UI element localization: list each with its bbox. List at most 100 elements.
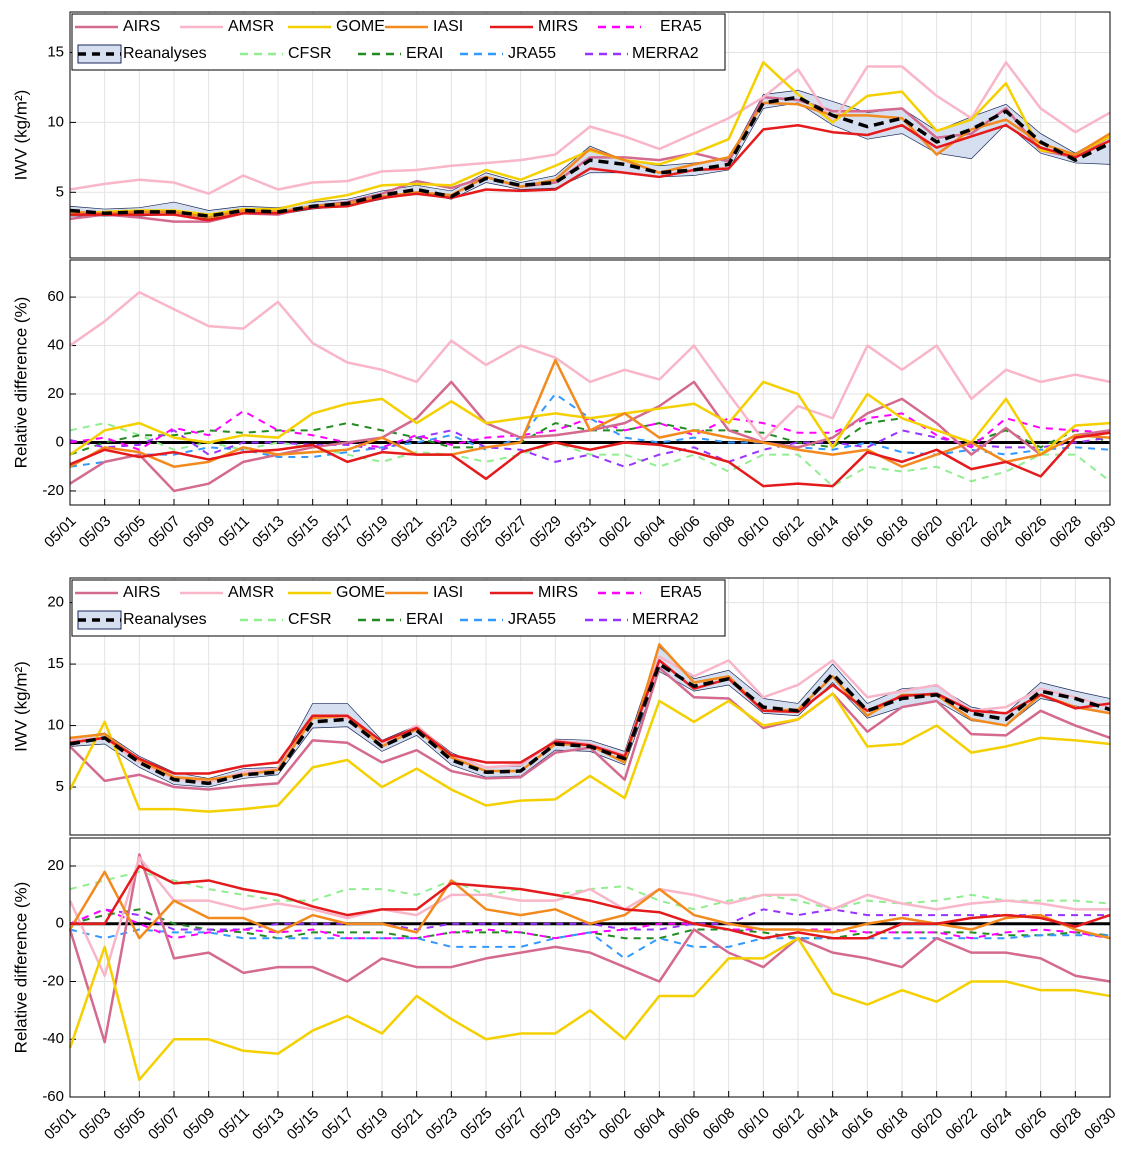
x-tick-label: 05/11 [215,513,253,551]
legend-label: Reanalyses [123,45,207,62]
x-tick-label: 05/09 [180,1105,219,1144]
x-tick-label: 06/16 [838,513,877,552]
legend-label: JRA55 [508,45,556,62]
x-tick-label: 06/24 [977,513,1016,552]
y-axis-label: Relative difference (%) [11,297,30,469]
x-tick-label: 06/30 [1081,1105,1120,1144]
legend: AIRS AMSR GOME IASI MIRS ERA5 Reanalyses CFSR ER… [71,13,726,71]
series-line [68,936,1111,1081]
x-tick-label: 06/20 [908,1105,947,1144]
x-tick-label: 05/31 [561,1105,600,1144]
series-line [68,692,1111,813]
x-tick-label: 05/21 [388,513,427,552]
x-tick-label: 05/31 [561,513,600,552]
legend-label: ERA5 [660,18,702,35]
y-axis-label: Relative difference (%) [11,882,30,1054]
legend-label: IASI [433,584,463,601]
x-tick-label: 05/03 [76,513,115,552]
series-line [69,429,1111,468]
x-tick-label: 06/24 [977,1105,1016,1144]
x-tick-label: 05/15 [284,1105,323,1144]
legend-box [71,579,726,637]
x-tick-label: 05/23 [422,513,461,552]
x-tick-label: 06/06 [665,513,704,552]
series-line [69,61,1111,195]
y-tick-label: -60 [42,1088,64,1105]
x-tick-label: 05/09 [180,513,219,552]
x-tick-label: 05/05 [110,513,149,552]
x-tick-label: 05/07 [145,513,184,552]
x-tick-label: 05/19 [353,1105,392,1144]
legend-label: AMSR [228,584,274,601]
panel: -60 -40 -20 0 20 Relative difference (%) 05/01… [11,837,1120,1144]
y-tick-label: 15 [47,44,64,61]
series-line [69,908,1111,940]
x-tick-label: 05/29 [526,513,565,552]
series-line [70,123,1111,222]
x-tick-label: 06/22 [942,1105,981,1144]
x-tick-label: 06/30 [1081,513,1120,552]
x-tick-label: 06/28 [1046,1105,1085,1144]
x-tick-label: 05/07 [145,1105,184,1144]
x-tick-label: 06/20 [908,513,947,552]
legend-label: ERA5 [660,584,702,601]
series-line [69,422,1111,488]
x-tick-label: 06/14 [804,513,843,552]
series-line [69,290,1111,442]
x-tick-label: 06/28 [1046,513,1085,552]
legend-label: AMSR [228,18,274,35]
y-tick-label: -20 [42,972,64,989]
y-tick-label: 40 [47,337,64,354]
x-tick-label: 06/14 [804,1105,843,1144]
x-tick-label: 05/19 [353,513,392,552]
y-tick-label: 10 [47,113,64,130]
series-line [68,856,1110,977]
legend-label: MIRS [538,18,578,35]
x-tick-label: 06/10 [734,513,773,552]
x-tick-label: 06/10 [734,1105,773,1144]
x-tick-label: 05/17 [318,1105,357,1144]
x-tick-label: 06/02 [596,1105,635,1144]
x-tick-label: 05/05 [110,1105,149,1144]
legend-label: AIRS [123,584,160,601]
legend-label: IASI [433,18,463,35]
y-axis-label: IWV (kg/m²) [11,90,30,181]
x-tick-label: 05/27 [492,1105,531,1144]
series-line [69,95,1111,218]
x-tick-label: 06/26 [1012,513,1051,552]
y-tick-label: -40 [42,1030,64,1047]
y-tick-label: 0 [56,915,64,932]
y-tick-label: 5 [56,183,64,200]
y-tick-label: -20 [42,482,64,499]
x-tick-label: 06/16 [838,1105,877,1144]
y-tick-label: 60 [47,288,64,305]
series-line [69,431,1111,488]
x-tick-label: 06/06 [665,1105,704,1144]
series-line [70,864,1111,940]
x-tick-label: 06/08 [700,1105,739,1144]
y-tick-label: 0 [56,433,64,450]
series-line [69,662,1111,786]
series-line [69,358,1111,468]
x-tick-label: 06/18 [873,513,912,552]
x-tick-label: 06/04 [630,513,669,552]
x-tick-label: 06/02 [596,513,635,552]
x-tick-label: 05/01 [41,513,80,552]
series-line [68,853,1111,1044]
x-tick-label: 05/25 [457,1105,496,1144]
legend-label: MERRA2 [632,45,699,62]
legend-label: AIRS [123,18,160,35]
legend-label: JRA55 [508,611,556,628]
legend-label: CFSR [288,611,332,628]
legend-label: MIRS [538,584,578,601]
series-line [69,380,1111,456]
legend-label: Reanalyses [123,611,207,628]
series-line [69,908,1111,940]
x-tick-label: 06/04 [630,1105,669,1144]
x-tick-label: 05/25 [457,513,496,552]
y-tick-label: 20 [47,594,64,611]
x-tick-label: 05/11 [215,1105,253,1143]
x-tick-label: 05/21 [388,1105,427,1144]
